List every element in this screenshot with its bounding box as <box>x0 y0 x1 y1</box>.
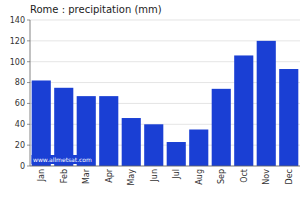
y-tick <box>27 61 30 62</box>
y-tick-label: 20 <box>15 141 25 150</box>
bar <box>122 118 141 166</box>
y-tick-label: 40 <box>15 120 25 129</box>
grid-line <box>30 166 300 167</box>
x-tick-label: Apr <box>105 168 114 183</box>
x-tick-label: Jul <box>172 169 181 180</box>
x-tick-label: Oct <box>240 169 249 183</box>
x-tick-label: May <box>127 169 136 186</box>
chart: 0 20 40 60 80 100 120 140 Jan Feb Mar Apr May Jun Jul A… <box>0 0 306 200</box>
y-axis <box>30 20 31 166</box>
bar <box>234 55 253 166</box>
x-tick-label: Mar <box>82 168 91 184</box>
y-tick <box>27 145 30 146</box>
watermark: www.allmetsat.com <box>32 155 94 164</box>
x-tick-label: Feb <box>60 169 69 183</box>
y-tick-label: 80 <box>15 78 25 87</box>
grid-line <box>30 20 300 21</box>
title: Rome : precipitation (mm) <box>30 4 162 15</box>
watermark-text: www.allmetsat.com <box>33 156 92 163</box>
y-tick <box>27 20 30 21</box>
bar <box>257 41 276 166</box>
x-tick-label: Dec <box>285 169 294 184</box>
y-tick <box>27 166 30 167</box>
x-axis <box>30 166 300 167</box>
bar <box>32 80 51 166</box>
bars <box>32 41 299 166</box>
x-tick-label: Jun <box>150 169 159 183</box>
y-tick <box>27 103 30 104</box>
y-tick <box>27 124 30 125</box>
watermark-bg <box>32 155 94 164</box>
y-tick-label: 120 <box>10 37 25 46</box>
x-tick-label: Nov <box>262 169 271 185</box>
x-tick-label: Aug <box>195 169 204 185</box>
y-tick-label: 100 <box>10 58 25 67</box>
y-tick <box>27 82 30 83</box>
bar <box>144 124 163 166</box>
x-tick-label: Sep <box>217 169 226 184</box>
y-tick-label: 60 <box>15 99 25 108</box>
bar <box>54 88 73 166</box>
bar <box>189 130 208 167</box>
bar <box>99 96 118 166</box>
bar <box>167 142 186 166</box>
y-tick-label: 140 <box>10 16 25 25</box>
bar <box>279 69 298 166</box>
bar <box>212 89 231 166</box>
x-tick-label: Jan <box>37 169 46 182</box>
y-tick-label: 0 <box>20 162 25 171</box>
y-tick <box>27 40 30 41</box>
